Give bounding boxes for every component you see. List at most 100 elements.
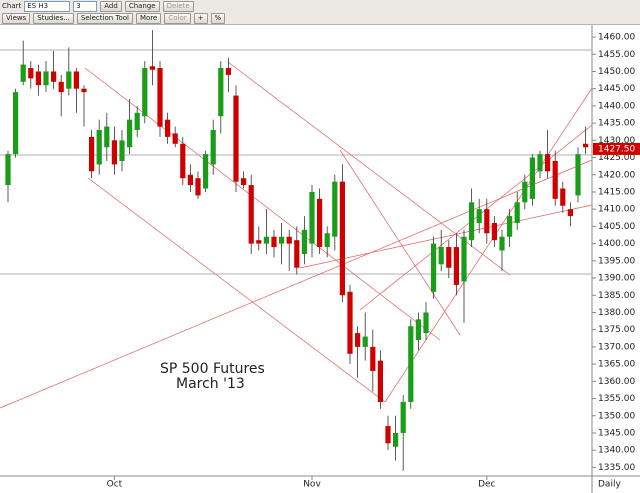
y-tick-label: 1355.00 — [598, 394, 635, 404]
toolbar-row: Chart ES H3 3 Add Change Delete — [2, 0, 194, 12]
x-tick-label: Oct — [107, 480, 123, 490]
candle-body — [347, 291, 353, 354]
candle-body — [499, 236, 505, 251]
y-tick-label: 1335.00 — [598, 463, 635, 473]
candle-body — [309, 191, 315, 244]
y-tick-label: 1395.00 — [598, 256, 635, 266]
candle-body — [461, 236, 467, 282]
toolbar-button[interactable]: Delete — [162, 0, 194, 12]
candle-body — [35, 71, 41, 86]
tool-button[interactable]: Selection Tool — [76, 12, 134, 24]
toolbar-button[interactable]: Add — [100, 0, 122, 12]
toolbar-button[interactable]: Change — [124, 0, 160, 12]
candle-body — [256, 240, 262, 244]
y-tick-label: 1360.00 — [598, 377, 635, 387]
y-tick-label: 1405.00 — [598, 222, 635, 232]
candle-body — [370, 346, 376, 371]
candle-body — [507, 216, 513, 237]
candle-body — [104, 126, 110, 148]
candle-body — [385, 426, 391, 444]
x-tick-label: Dec — [478, 480, 495, 490]
annotation: SP 500 Futures — [160, 361, 265, 377]
x-tick-label: Nov — [303, 480, 321, 490]
candle-body — [96, 130, 102, 165]
candle-body — [248, 185, 254, 244]
y-tick-label: 1425.00 — [598, 153, 635, 163]
candle-body — [210, 130, 216, 165]
candle-body — [522, 181, 528, 203]
candle-body — [172, 133, 178, 144]
trend-line — [0, 159, 593, 409]
candle-body — [529, 157, 535, 199]
candle-body — [355, 333, 361, 347]
interval-input[interactable]: 3 — [73, 0, 98, 12]
y-tick-label: 1420.00 — [598, 170, 635, 180]
candle-body — [187, 174, 193, 186]
candle-body — [28, 68, 34, 79]
candle-body — [469, 202, 475, 241]
candle-body — [575, 154, 581, 196]
x-axis-label: Daily — [598, 480, 621, 490]
candle-body — [431, 243, 437, 292]
candle-body — [332, 181, 338, 237]
symbol-input[interactable]: ES H3 — [24, 0, 71, 12]
candle-body — [225, 68, 231, 75]
tool-button[interactable]: Color — [164, 12, 191, 24]
candle-body — [180, 143, 186, 179]
candle-body — [317, 198, 323, 248]
candle-body — [301, 229, 307, 254]
candle-body — [218, 68, 224, 117]
trend-line — [299, 204, 593, 269]
candle-body — [408, 326, 414, 402]
candle-body — [233, 95, 239, 182]
candle-body — [20, 64, 26, 82]
candle-body — [241, 178, 247, 186]
y-tick-label: 1350.00 — [598, 411, 635, 421]
y-tick-label: 1455.00 — [598, 50, 635, 60]
candle-body — [263, 236, 269, 244]
chart-label: Chart — [2, 2, 22, 10]
y-tick-label: 1370.00 — [598, 342, 635, 352]
candle-body — [81, 88, 87, 93]
candle-body — [491, 222, 497, 241]
candle-body — [324, 233, 330, 248]
candle-body — [165, 119, 171, 137]
toolbar-row: Views Studies... Selection Tool More Col… — [2, 12, 226, 24]
y-tick-label: 1375.00 — [598, 325, 635, 335]
candle-body — [271, 236, 277, 248]
candle-body — [43, 71, 49, 86]
candle-body — [583, 143, 589, 148]
tool-button[interactable]: + — [193, 12, 208, 24]
candle-body — [537, 154, 543, 172]
candle-body — [552, 160, 558, 199]
tool-button[interactable]: Views — [2, 12, 31, 24]
candle-body — [339, 181, 345, 296]
y-tick-label: 1345.00 — [598, 428, 635, 438]
trend-line — [339, 149, 461, 336]
y-tick-label: 1450.00 — [598, 67, 635, 77]
candle-body — [66, 71, 72, 89]
candle-body — [157, 68, 163, 127]
y-tick-label: 1445.00 — [598, 84, 635, 94]
y-tick-label: 1430.00 — [598, 136, 635, 146]
candle-body — [203, 154, 209, 189]
y-tick-label: 1400.00 — [598, 239, 635, 249]
trend-line — [87, 177, 386, 403]
tool-button[interactable]: % — [210, 12, 226, 24]
tool-button[interactable]: Studies... — [33, 12, 74, 24]
y-tick-label: 1435.00 — [598, 119, 635, 129]
candle-body — [560, 188, 566, 206]
candle-body — [400, 401, 406, 433]
price-tag-label: 1427.50 — [598, 144, 635, 154]
candle-body — [514, 202, 520, 223]
tool-button[interactable]: More — [136, 12, 162, 24]
candle-body — [13, 92, 19, 155]
candle-body — [545, 154, 551, 172]
candle-body — [73, 71, 79, 89]
y-tick-label: 1385.00 — [598, 291, 635, 301]
y-tick-label: 1460.00 — [598, 33, 635, 43]
candle-body — [149, 66, 155, 70]
candle-body — [423, 312, 429, 334]
y-tick-label: 1380.00 — [598, 308, 635, 318]
